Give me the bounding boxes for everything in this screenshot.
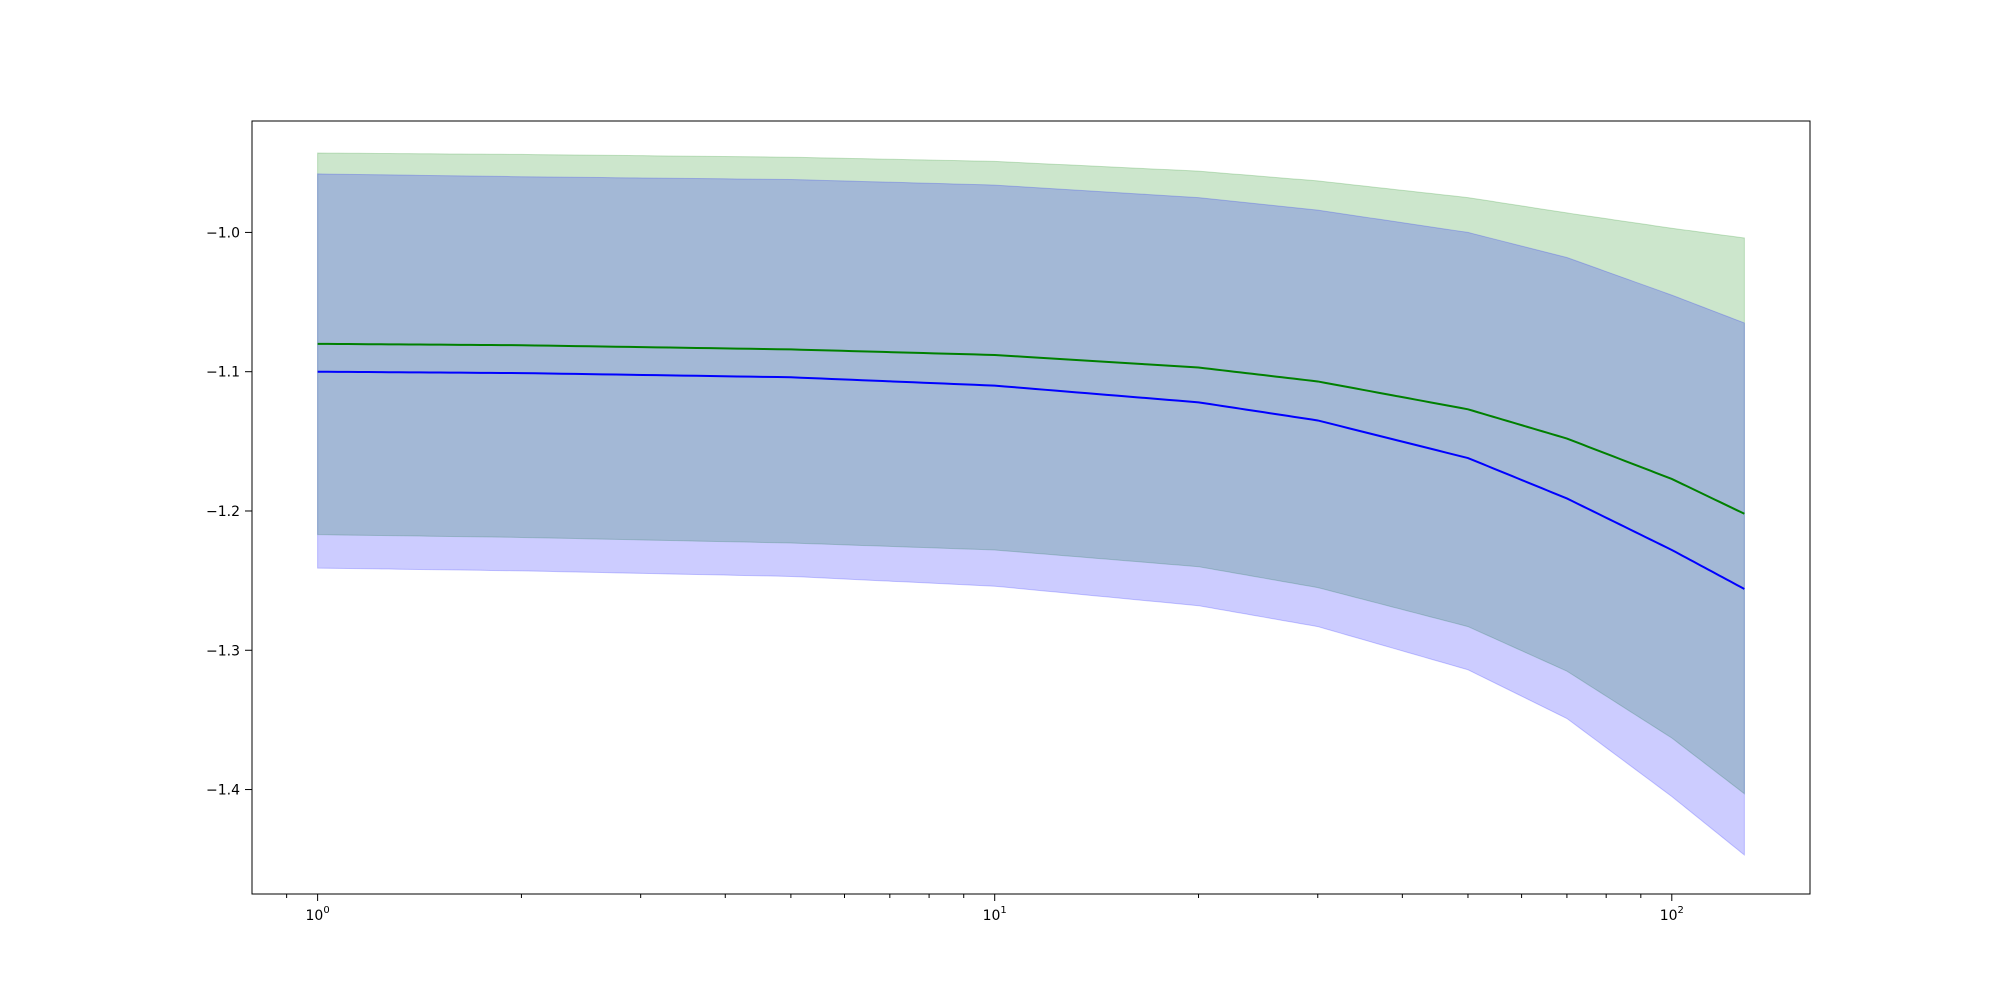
x-tick-label: 101 — [983, 905, 1007, 924]
y-tick-label: −1.1 — [206, 365, 240, 381]
confidence-band-2 — [317, 173, 1745, 857]
confidence-bands — [317, 152, 1745, 857]
y-tick-label: −1.4 — [206, 783, 240, 799]
y-tick-label: −1.0 — [206, 225, 240, 241]
y-tick-label: −1.2 — [206, 504, 240, 520]
series-line-2 — [317, 370, 1745, 590]
x-tick-label: 102 — [1660, 905, 1684, 924]
x-axis: 100 101 102 — [286, 894, 1684, 924]
confidence-band-1 — [317, 152, 1745, 795]
y-axis: −1.0 −1.1 −1.2 −1.3 −1.4 — [206, 225, 252, 799]
x-tick-label: 100 — [306, 905, 330, 924]
y-tick-label: −1.3 — [206, 643, 240, 659]
plot-frame — [251, 120, 1811, 895]
series-line-1 — [317, 342, 1745, 515]
series-lines — [317, 342, 1745, 590]
